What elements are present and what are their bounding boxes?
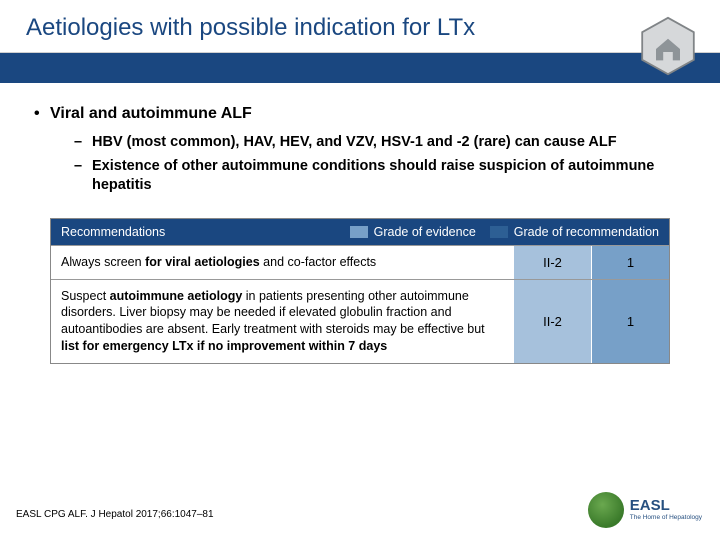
header-label: Recommendations	[61, 225, 336, 239]
recommendations-table: Recommendations Grade of evidence Grade …	[50, 218, 670, 364]
table-row: Always screen for viral aetiologies and …	[51, 245, 669, 279]
legend-rec-label: Grade of recommendation	[514, 225, 659, 239]
logo-text-block: EASL The Home of Hepatology	[630, 499, 702, 520]
table-header: Recommendations Grade of evidence Grade …	[51, 219, 669, 245]
easl-logo: EASL The Home of Hepatology	[588, 492, 702, 528]
rec-text: Always screen for viral aetiologies and …	[51, 246, 513, 279]
sub-bullet: Existence of other autoimmune conditions…	[74, 157, 686, 196]
legend-evidence-label: Grade of evidence	[374, 225, 476, 239]
legend-recommendation: Grade of recommendation	[490, 225, 659, 239]
citation-text: EASL CPG ALF. J Hepatol 2017;66:1047–81	[16, 509, 214, 520]
rec-cell: 1	[591, 246, 669, 279]
swatch-rec-icon	[490, 226, 508, 238]
legend-evidence: Grade of evidence	[350, 225, 476, 239]
header-accent-bar	[0, 53, 720, 83]
rec-text: Suspect autoimmune aetiology in patients…	[51, 280, 513, 364]
logo-globe-icon	[588, 492, 624, 528]
page-title: Aetiologies with possible indication for…	[26, 14, 720, 42]
main-bullet: Viral and autoimmune ALF	[34, 105, 686, 123]
sub-bullet-list: HBV (most common), HAV, HEV, and VZV, HS…	[34, 133, 686, 196]
content-area: Viral and autoimmune ALF HBV (most commo…	[0, 83, 720, 364]
logo-name: EASL	[630, 499, 702, 513]
rec-cell: 1	[591, 280, 669, 364]
swatch-evidence-icon	[350, 226, 368, 238]
evidence-cell: II-2	[513, 246, 591, 279]
title-bar: Aetiologies with possible indication for…	[0, 0, 720, 53]
evidence-cell: II-2	[513, 280, 591, 364]
sub-bullet: HBV (most common), HAV, HEV, and VZV, HS…	[74, 133, 686, 153]
table-row: Suspect autoimmune aetiology in patients…	[51, 279, 669, 364]
logo-tagline: The Home of Hepatology	[630, 514, 702, 521]
home-icon[interactable]	[638, 16, 698, 76]
